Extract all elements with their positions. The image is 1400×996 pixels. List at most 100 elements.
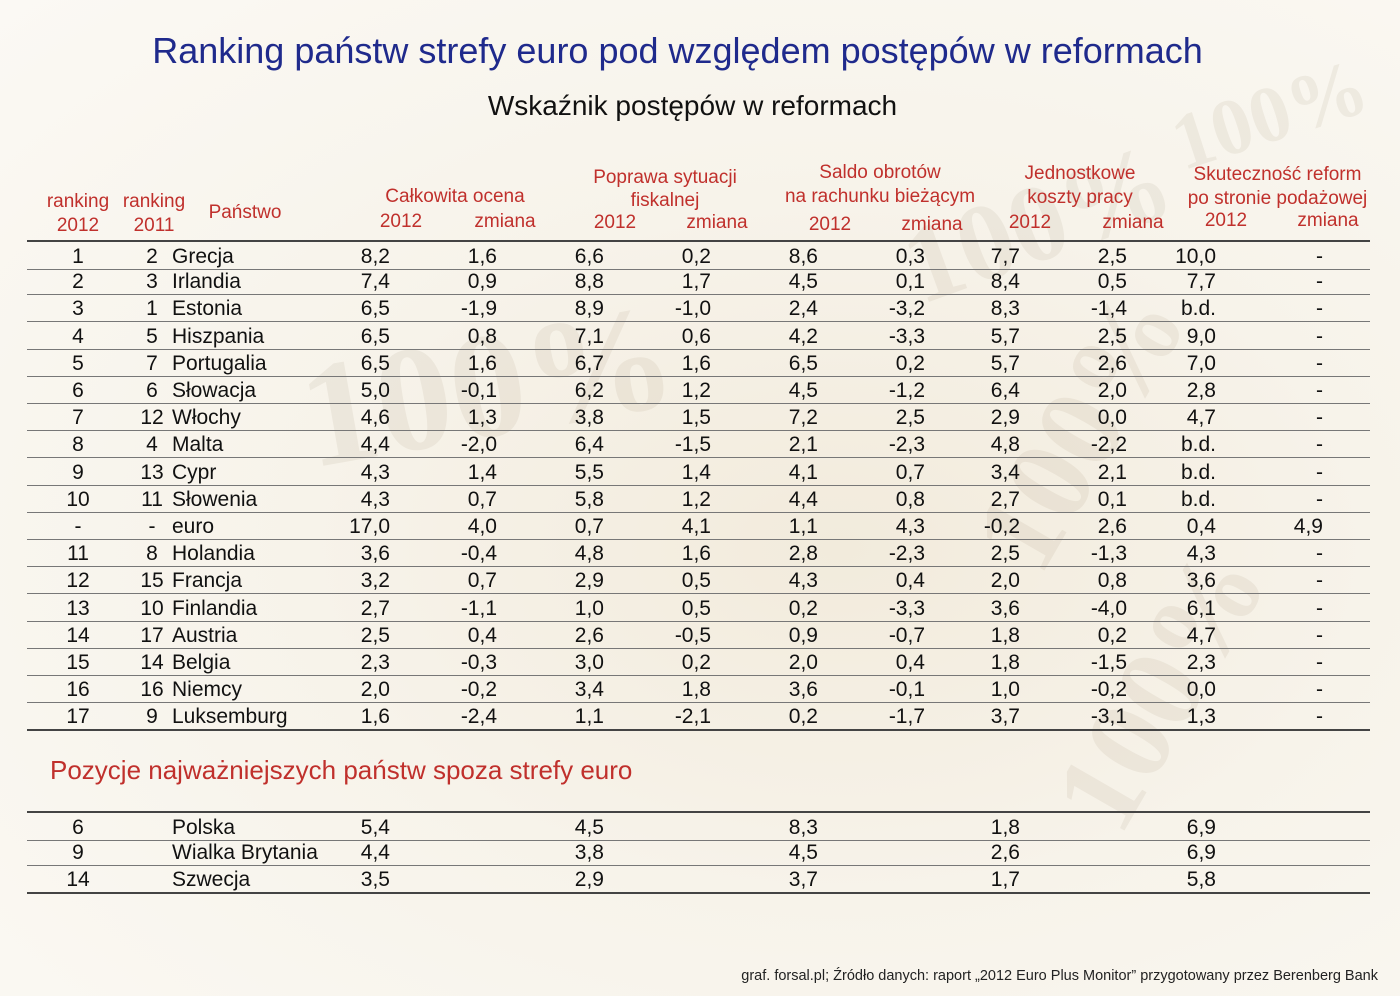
cell-total-change: -0,1: [460, 379, 497, 402]
header-fiscal-year: 2012: [593, 212, 637, 233]
cell-country: Luksemburg: [172, 705, 288, 729]
cell-country: Słowenia: [172, 487, 258, 511]
header-fiscal-line1: Poprawa sytuacji: [593, 167, 737, 188]
cell-fiscal-2012: 3,0: [574, 651, 604, 674]
cell-supply-2012: 7,7: [1186, 270, 1216, 294]
cell-labour-cost-change: 0,8: [1097, 569, 1127, 593]
cell-total-2012: 6,5: [360, 324, 390, 348]
cell-country: Malta: [172, 433, 224, 457]
table-row: 4 5 Hiszpania 6,5 0,8 7,1 0,6 4,2 -3,3 5,7 2,5 9,0 -: [27, 322, 1370, 350]
cell-fiscal-change: 0,2: [681, 651, 711, 674]
cell-labour-cost-change: -3,1: [1090, 705, 1127, 729]
header-supply-reforms: Skuteczność reform po stronie podażowej: [1185, 163, 1370, 211]
cell-current-account-change: 2,5: [895, 406, 925, 430]
cell-fiscal-change: 1,4: [681, 460, 711, 484]
cell-rank-2011: 5: [146, 324, 158, 348]
header-supply-year: 2012: [1204, 210, 1248, 231]
cell-current-account-2012: 0,9: [788, 623, 818, 647]
table-row: 9 13 Cypr 4,3 1,4 5,5 1,4 4,1 0,7 3,4 2,1 b.d. -: [27, 458, 1370, 486]
cell-supply-2012: 2,3: [1186, 651, 1216, 674]
cell-supply-2012: 4,7: [1186, 623, 1216, 647]
cell-labour-cost-change: 2,1: [1097, 460, 1127, 484]
cell-labour-cost-change: 2,6: [1097, 351, 1127, 375]
table-row: 7 12 Włochy 4,6 1,3 3,8 1,5 7,2 2,5 2,9 0,0 4,7 -: [27, 403, 1370, 432]
cell-supply-change: -: [1316, 270, 1323, 294]
cell-total-2012: 6,5: [360, 297, 390, 321]
cell-fiscal-2012: 6,6: [574, 245, 604, 268]
cell-supply-change: -: [1316, 433, 1323, 457]
header-ranking-2012-label: ranking: [46, 191, 110, 212]
header-supply-line1: Skuteczność reform: [1193, 164, 1362, 185]
cell-rank-2011: 2: [146, 245, 158, 268]
cell-labour-cost-2012: 3,4: [990, 460, 1020, 484]
cell-fiscal-change: 1,6: [681, 351, 711, 375]
cell-total-change: -2,4: [460, 705, 497, 729]
cell-rank-2011: 12: [140, 406, 164, 430]
header-labour-line1: Jednostkowe: [1024, 163, 1136, 184]
cell-fiscal-2012: 3,4: [574, 678, 604, 702]
cell-country: Włochy: [172, 406, 241, 430]
header-total-change: zmiana: [474, 211, 536, 232]
cell-current-account-2012: 4,5: [788, 270, 818, 294]
cell-total-2012: 3,6: [360, 542, 390, 566]
cell-country: Holandia: [172, 542, 255, 566]
cell-total-2012: 5,0: [360, 379, 390, 402]
cell-labour-cost-change: 2,5: [1097, 245, 1127, 268]
cell-supply-2012: 6,9: [1186, 841, 1216, 865]
cell-total-change: 0,7: [467, 569, 497, 593]
cell-total-change: 4,0: [467, 515, 497, 538]
cell-fiscal-2012: 4,8: [574, 542, 604, 566]
cell-rank-2012: 9: [72, 460, 84, 484]
table-row: 12 15 Francja 3,2 0,7 2,9 0,5 4,3 0,4 2,0 0,8 3,6 -: [27, 566, 1370, 595]
non-euro-section-title: Pozycje najważniejszych państw spoza str…: [50, 755, 633, 785]
header-labour-change: zmiana: [1102, 212, 1164, 233]
cell-total-2012: 4,3: [360, 460, 390, 484]
cell-labour-cost-2012: 2,6: [990, 841, 1020, 865]
cell-total-change: 0,4: [467, 623, 497, 647]
cell-supply-change: -: [1316, 245, 1323, 268]
table-row: 13 10 Finlandia 2,7 -1,1 1,0 0,5 0,2 -3,3 3,6 -4,0…: [27, 594, 1370, 622]
cell-total-2012: 3,5: [360, 868, 390, 892]
cell-country: Cypr: [172, 460, 217, 484]
cell-rank-2012: 16: [66, 678, 90, 702]
cell-rank-2011: 9: [146, 705, 158, 729]
cell-rank-2012: 6: [72, 379, 84, 402]
cell-current-account-2012: 4,4: [788, 487, 818, 511]
cell-total-change: 0,9: [467, 270, 497, 294]
cell-current-account-change: 0,8: [895, 487, 925, 511]
cell-current-account-change: -1,2: [888, 379, 925, 402]
cell-fiscal-2012: 6,7: [574, 351, 604, 375]
cell-rank-2012: 7: [72, 406, 84, 430]
cell-current-account-change: 0,4: [895, 569, 925, 593]
cell-rank-2012: 14: [66, 868, 90, 892]
table-row: - - euro 17,0 4,0 0,7 4,1 1,1 4,3 -0,2 2,6 0,4 4,9: [27, 512, 1370, 540]
cell-current-account-2012: 4,5: [788, 841, 818, 865]
cell-current-account-2012: 3,7: [788, 868, 818, 892]
cell-fiscal-2012: 5,8: [574, 487, 604, 511]
cell-supply-2012: 0,0: [1186, 678, 1216, 702]
header-ranking-2011: ranking 2011: [116, 190, 192, 238]
table-row: 17 9 Luksemburg 1,6 -2,4 1,1 -2,1 0,2 -1,7 3,7 -3,…: [27, 702, 1370, 732]
cell-labour-cost-2012: 2,9: [990, 406, 1020, 430]
cell-fiscal-change: -1,0: [674, 297, 711, 321]
cell-labour-cost-change: 0,5: [1097, 270, 1127, 294]
cell-labour-cost-change: 2,0: [1097, 379, 1127, 402]
cell-supply-change: -: [1316, 487, 1323, 511]
cell-current-account-change: 4,3: [895, 515, 925, 538]
cell-total-change: -0,2: [460, 678, 497, 702]
cell-supply-2012: 10,0: [1175, 245, 1216, 268]
cell-fiscal-2012: 6,4: [574, 433, 604, 457]
table-row: 10 11 Słowenia 4,3 0,7 5,8 1,2 4,4 0,8 2,7 0,1 b.d.…: [27, 485, 1370, 513]
cell-rank-2012: 2: [72, 270, 84, 294]
cell-rank-2012: 11: [67, 542, 89, 566]
cell-fiscal-change: 0,5: [681, 596, 711, 620]
cell-supply-2012: b.d.: [1180, 460, 1216, 484]
cell-country: Słowacja: [172, 379, 257, 402]
cell-supply-change: -: [1316, 406, 1323, 430]
cell-current-account-2012: 4,3: [788, 569, 818, 593]
cell-labour-cost-change: -4,0: [1090, 596, 1127, 620]
cell-rank-2011: 6: [146, 379, 158, 402]
cell-rank-2011: -: [148, 515, 156, 538]
cell-supply-2012: 0,4: [1186, 515, 1216, 538]
table-row: 3 1 Estonia 6,5 -1,9 8,9 -1,0 2,4 -3,2 8,3 -1,4 b.d…: [27, 294, 1370, 323]
